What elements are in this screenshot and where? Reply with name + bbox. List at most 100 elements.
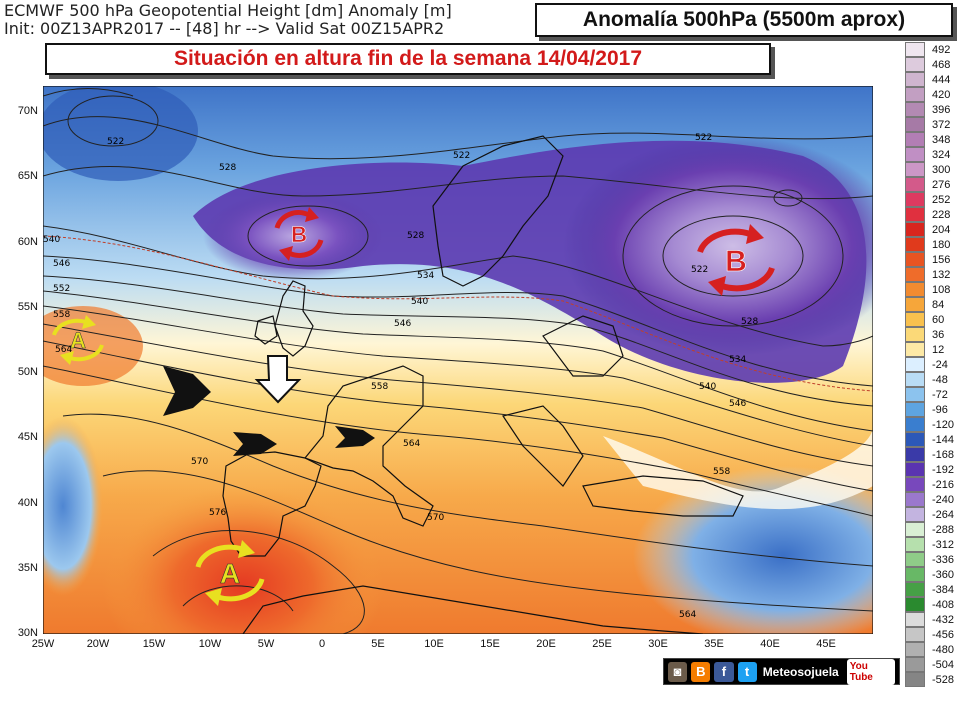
black-sea-coast — [542, 315, 624, 377]
scale-cell — [905, 477, 925, 492]
pressure-letter: B — [291, 222, 307, 247]
flow-arrows — [163, 355, 375, 456]
contour-label: 534 — [417, 271, 434, 281]
iberia-coast — [222, 451, 322, 557]
header-line-2: Init: 00Z13APR2017 -- [48] hr --> Valid … — [4, 19, 445, 38]
turkey-coast — [582, 475, 744, 517]
scale-label: -240 — [932, 494, 955, 506]
scale-label: -192 — [932, 464, 955, 476]
contour-label: 522 — [107, 137, 124, 147]
scale-label: 420 — [932, 89, 951, 101]
scale-label: 492 — [932, 44, 951, 56]
scale-label: 324 — [932, 149, 951, 161]
scale-label: 12 — [932, 344, 945, 356]
scale-label: -24 — [932, 359, 948, 371]
scale-cell — [905, 297, 925, 312]
blogger-icon[interactable]: B — [691, 661, 711, 682]
lon-label: 40E — [760, 638, 780, 650]
white-down-arrow — [254, 355, 302, 404]
pressure-letter: A — [70, 328, 86, 353]
scale-label: -168 — [932, 449, 955, 461]
scale-label: 36 — [932, 329, 945, 341]
scale-label: -288 — [932, 524, 955, 536]
scale-label: -72 — [932, 389, 948, 401]
scale-cell — [905, 642, 925, 657]
east-med-blue-area — [633, 466, 873, 634]
scale-label: -432 — [932, 614, 955, 626]
low-pressure-center-west: B — [274, 207, 324, 261]
scale-cell — [905, 672, 925, 687]
scale-label: 228 — [932, 209, 951, 221]
scale-label: 372 — [932, 119, 951, 131]
scale-cell — [905, 417, 925, 432]
contour-label: 570 — [427, 513, 444, 523]
lon-label: 0 — [318, 638, 326, 650]
contour-label: 528 — [741, 317, 758, 327]
atlantic-blue-area — [43, 416, 103, 596]
lon-label: 10E — [424, 638, 444, 650]
scale-label: -48 — [932, 374, 948, 386]
scale-label: 60 — [932, 314, 945, 326]
scale-label: -480 — [932, 644, 955, 656]
scale-label: -120 — [932, 419, 955, 431]
lon-label: 45E — [816, 638, 836, 650]
black-flow-arrow — [163, 366, 211, 416]
scale-cell — [905, 87, 925, 102]
contour-label: 564 — [55, 345, 72, 355]
twitter-icon[interactable]: t — [737, 661, 757, 682]
contour-label: 564 — [403, 439, 420, 449]
lat-label: 70N — [17, 105, 38, 117]
nw-low-area — [43, 86, 198, 181]
contour-label: 528 — [407, 231, 424, 241]
scale-cell — [905, 432, 925, 447]
lon-label: 15E — [480, 638, 500, 650]
lat-label: 65N — [17, 170, 38, 182]
scale-cell — [905, 387, 925, 402]
scale-cell — [905, 447, 925, 462]
balkans-coast — [502, 405, 584, 487]
map-subtitle: Situación en altura fin de la semana 14/… — [45, 43, 771, 75]
lat-label: 50N — [17, 366, 38, 378]
scale-label: 396 — [932, 104, 951, 116]
scale-label: -216 — [932, 479, 955, 491]
scale-cell — [905, 147, 925, 162]
coastlines — [222, 135, 744, 634]
scale-cell — [905, 507, 925, 522]
contour-label: 546 — [394, 319, 411, 329]
contour-label: 546 — [53, 259, 70, 269]
lon-label: 5W — [257, 638, 275, 650]
high-pressure-center-atlantic: A — [52, 315, 104, 365]
scale-cell — [905, 192, 925, 207]
contour-label-group: 522 528 522 522 540 546 552 558 564 528 … — [43, 133, 758, 620]
scale-label: -528 — [932, 674, 955, 686]
scale-label: -144 — [932, 434, 955, 446]
scale-cell — [905, 252, 925, 267]
brand-name: Meteosojuela — [762, 664, 839, 679]
contour-label: 546 — [729, 399, 746, 409]
instagram-icon[interactable]: ◙ — [668, 661, 688, 682]
scale-cell — [905, 372, 925, 387]
contour-label: 558 — [53, 310, 70, 320]
scale-cell — [905, 207, 925, 222]
lon-label: 25W — [31, 638, 55, 650]
contour-label: 570 — [191, 457, 208, 467]
scale-label: 180 — [932, 239, 951, 251]
scale-label: -384 — [932, 584, 955, 596]
scale-cell — [905, 237, 925, 252]
weather-map: 522 528 522 522 540 546 552 558 564 528 … — [43, 86, 873, 634]
scale-cell — [905, 552, 925, 567]
lat-label: 55N — [17, 301, 38, 313]
scale-cell — [905, 657, 925, 672]
scale-label: -336 — [932, 554, 955, 566]
contour-label: 522 — [691, 265, 708, 275]
contour-label: 540 — [43, 235, 60, 245]
ireland-coast — [254, 315, 278, 345]
scale-label: 444 — [932, 74, 951, 86]
contour-label: 552 — [53, 284, 70, 294]
facebook-icon[interactable]: f — [714, 661, 734, 682]
lat-label: 45N — [17, 431, 38, 443]
scale-label: -264 — [932, 509, 955, 521]
scale-label: 156 — [932, 254, 951, 266]
scale-cell — [905, 597, 925, 612]
youtube-icon[interactable]: You Tube — [846, 658, 895, 685]
